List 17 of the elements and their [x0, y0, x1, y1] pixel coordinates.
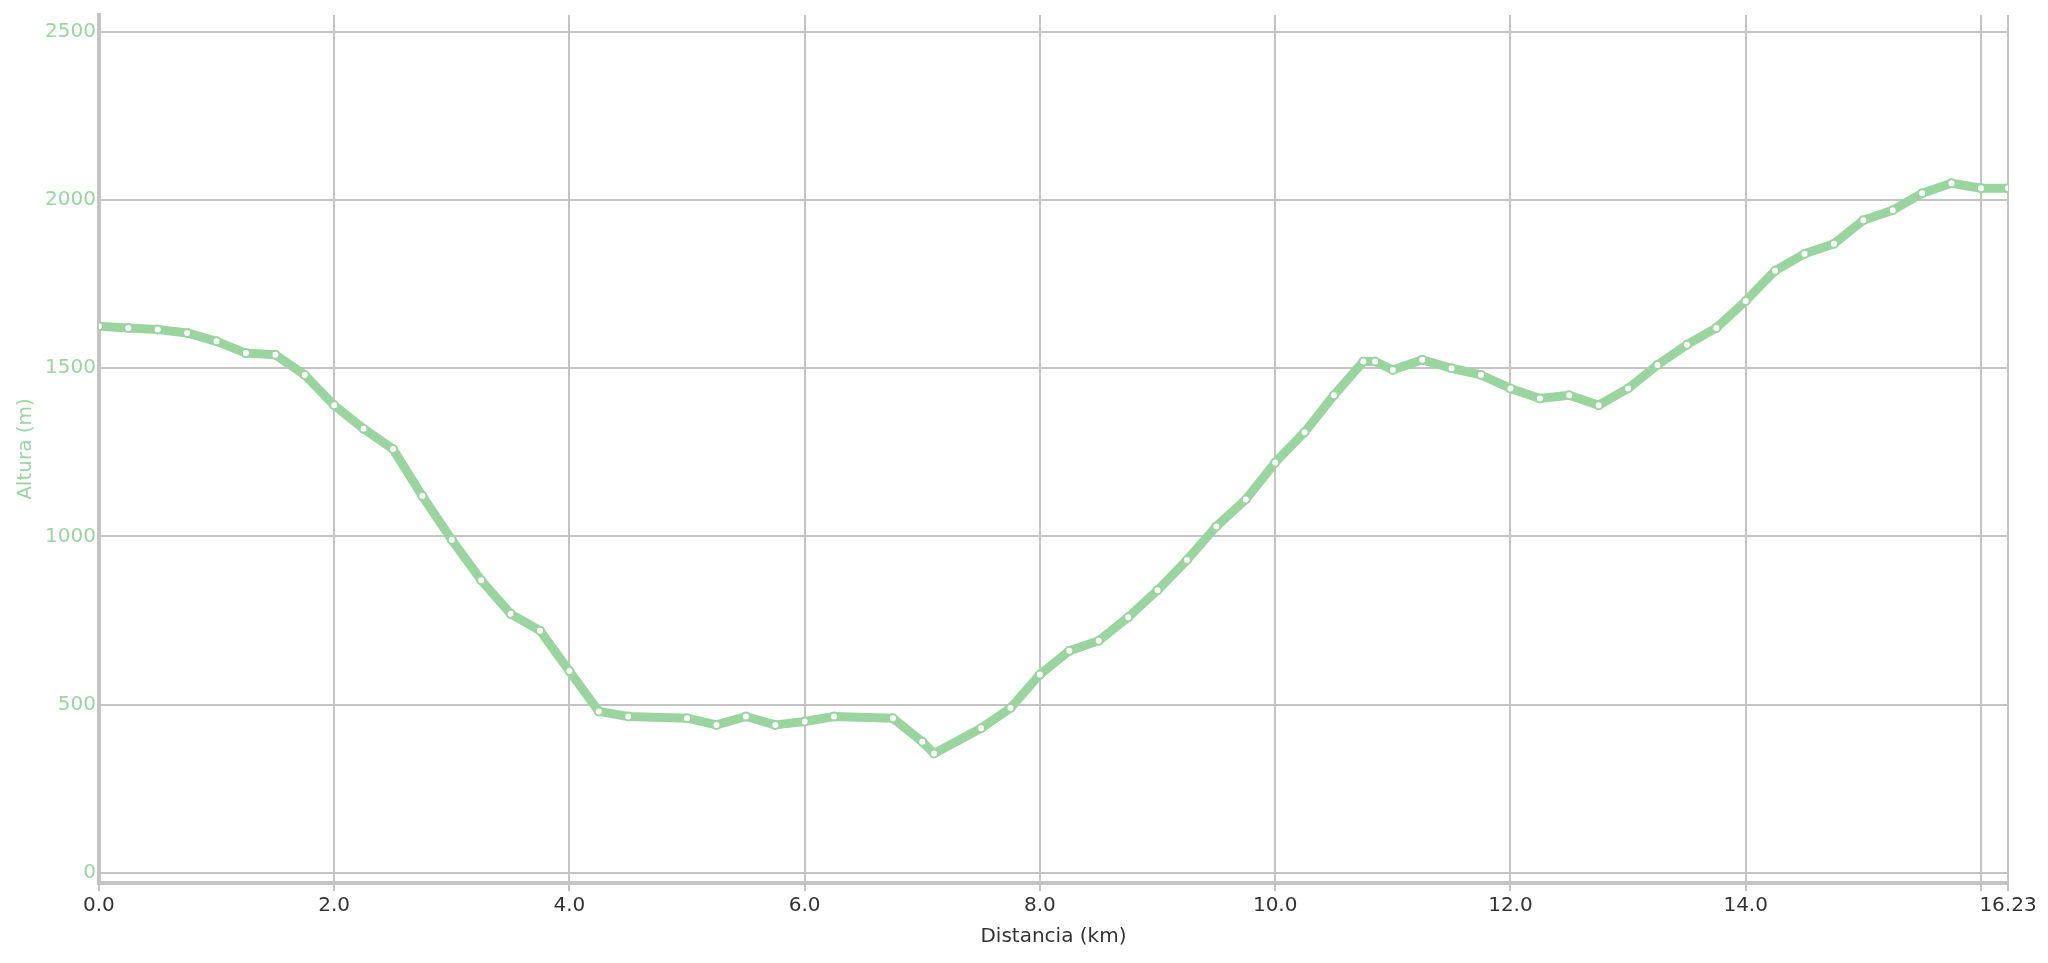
x-tick-label: 14.0	[1723, 892, 1768, 917]
y-axis-title: Altura (m)	[12, 398, 37, 500]
x-tick-label: 4.0	[553, 892, 586, 917]
x-tick-label: 0.0	[82, 892, 115, 917]
y-tick-label: 0	[83, 859, 96, 884]
x-tick-label: 6.0	[788, 892, 821, 917]
x-tick-label: 10.0	[1252, 892, 1298, 917]
x-tick-label: 12.0	[1488, 892, 1533, 917]
x-tick-label: 2.0	[318, 892, 351, 917]
x-tick-label: 16.23	[1979, 892, 2037, 917]
y-tick-label: 2000	[44, 186, 96, 211]
y-tick-label: 500	[57, 690, 96, 715]
y-tick-label: 1500	[44, 354, 96, 379]
y-tick-label: 1000	[44, 522, 96, 547]
x-tick-label: 8.0	[1024, 892, 1056, 917]
x-axis-title: Distancia (km)	[980, 923, 1127, 948]
y-tick-label: 2500	[44, 18, 96, 43]
